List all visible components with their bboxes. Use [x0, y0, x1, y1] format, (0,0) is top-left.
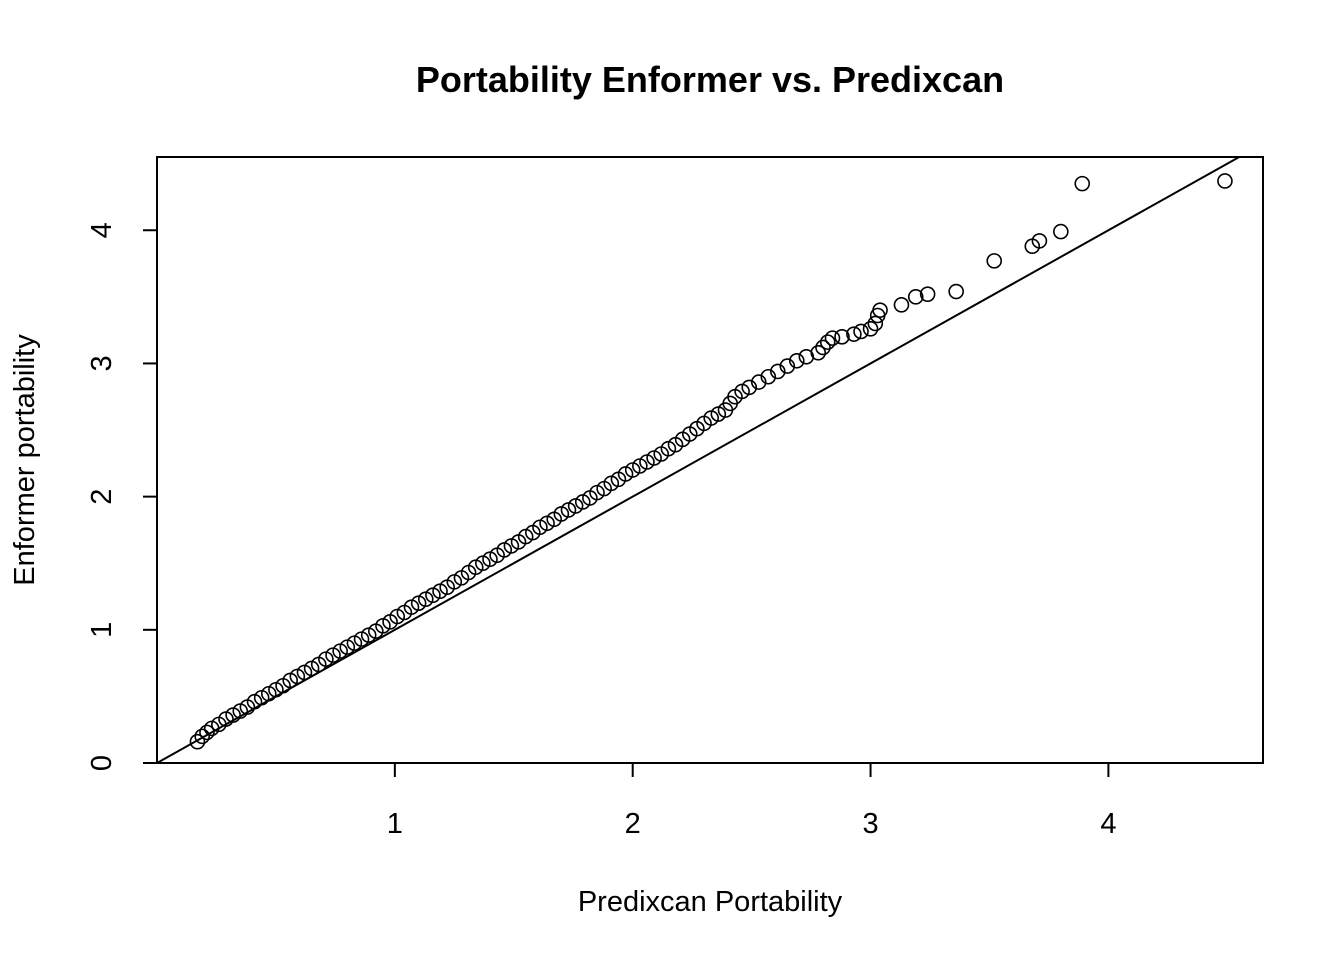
data-point — [867, 315, 884, 332]
data-point — [789, 352, 805, 369]
plot-area — [157, 157, 1242, 763]
data-point — [779, 358, 796, 374]
data-point — [893, 297, 910, 313]
y-tick-label: 2 — [86, 489, 118, 505]
x-axis: 1 2 3 4 — [387, 763, 1116, 840]
data-point — [846, 326, 862, 342]
y-tick-label: 3 — [86, 355, 118, 371]
data-point — [760, 368, 777, 385]
data-point — [1031, 233, 1048, 249]
data-point — [1053, 223, 1069, 240]
data-point — [189, 733, 206, 750]
data-point — [194, 728, 210, 745]
x-tick-label: 1 — [387, 808, 403, 840]
data-point — [919, 286, 936, 302]
chart-title: Portability Enformer vs. Predixcan — [416, 59, 1004, 100]
data-point — [1217, 173, 1233, 189]
data-point — [750, 374, 767, 390]
data-point — [769, 363, 786, 380]
data-point — [948, 283, 964, 300]
data-point — [834, 329, 850, 345]
data-point — [862, 321, 879, 337]
data-point — [815, 339, 831, 356]
data-point — [1074, 175, 1091, 192]
plot-frame — [156, 156, 1264, 764]
x-axis-label: Predixcan Portability — [578, 886, 843, 918]
x-tick-label: 4 — [1100, 808, 1116, 840]
data-point — [810, 344, 827, 361]
data-point — [819, 334, 836, 350]
y-axis-label: Enformer portability — [9, 334, 41, 586]
data-point — [907, 289, 924, 305]
data-point — [986, 253, 1003, 269]
data-points — [189, 173, 1233, 750]
x-tick-label: 3 — [862, 808, 878, 840]
x-tick-label: 2 — [625, 808, 641, 840]
identity-reference-line — [157, 157, 1242, 763]
data-point — [853, 323, 869, 340]
y-tick-label: 0 — [86, 755, 118, 771]
data-point — [824, 330, 841, 346]
data-point — [872, 302, 888, 318]
data-point — [199, 724, 215, 741]
y-tick-label: 1 — [86, 622, 118, 638]
y-tick-label: 4 — [86, 222, 118, 238]
data-point — [741, 379, 758, 396]
y-axis: 0 1 2 3 4 — [86, 222, 157, 771]
